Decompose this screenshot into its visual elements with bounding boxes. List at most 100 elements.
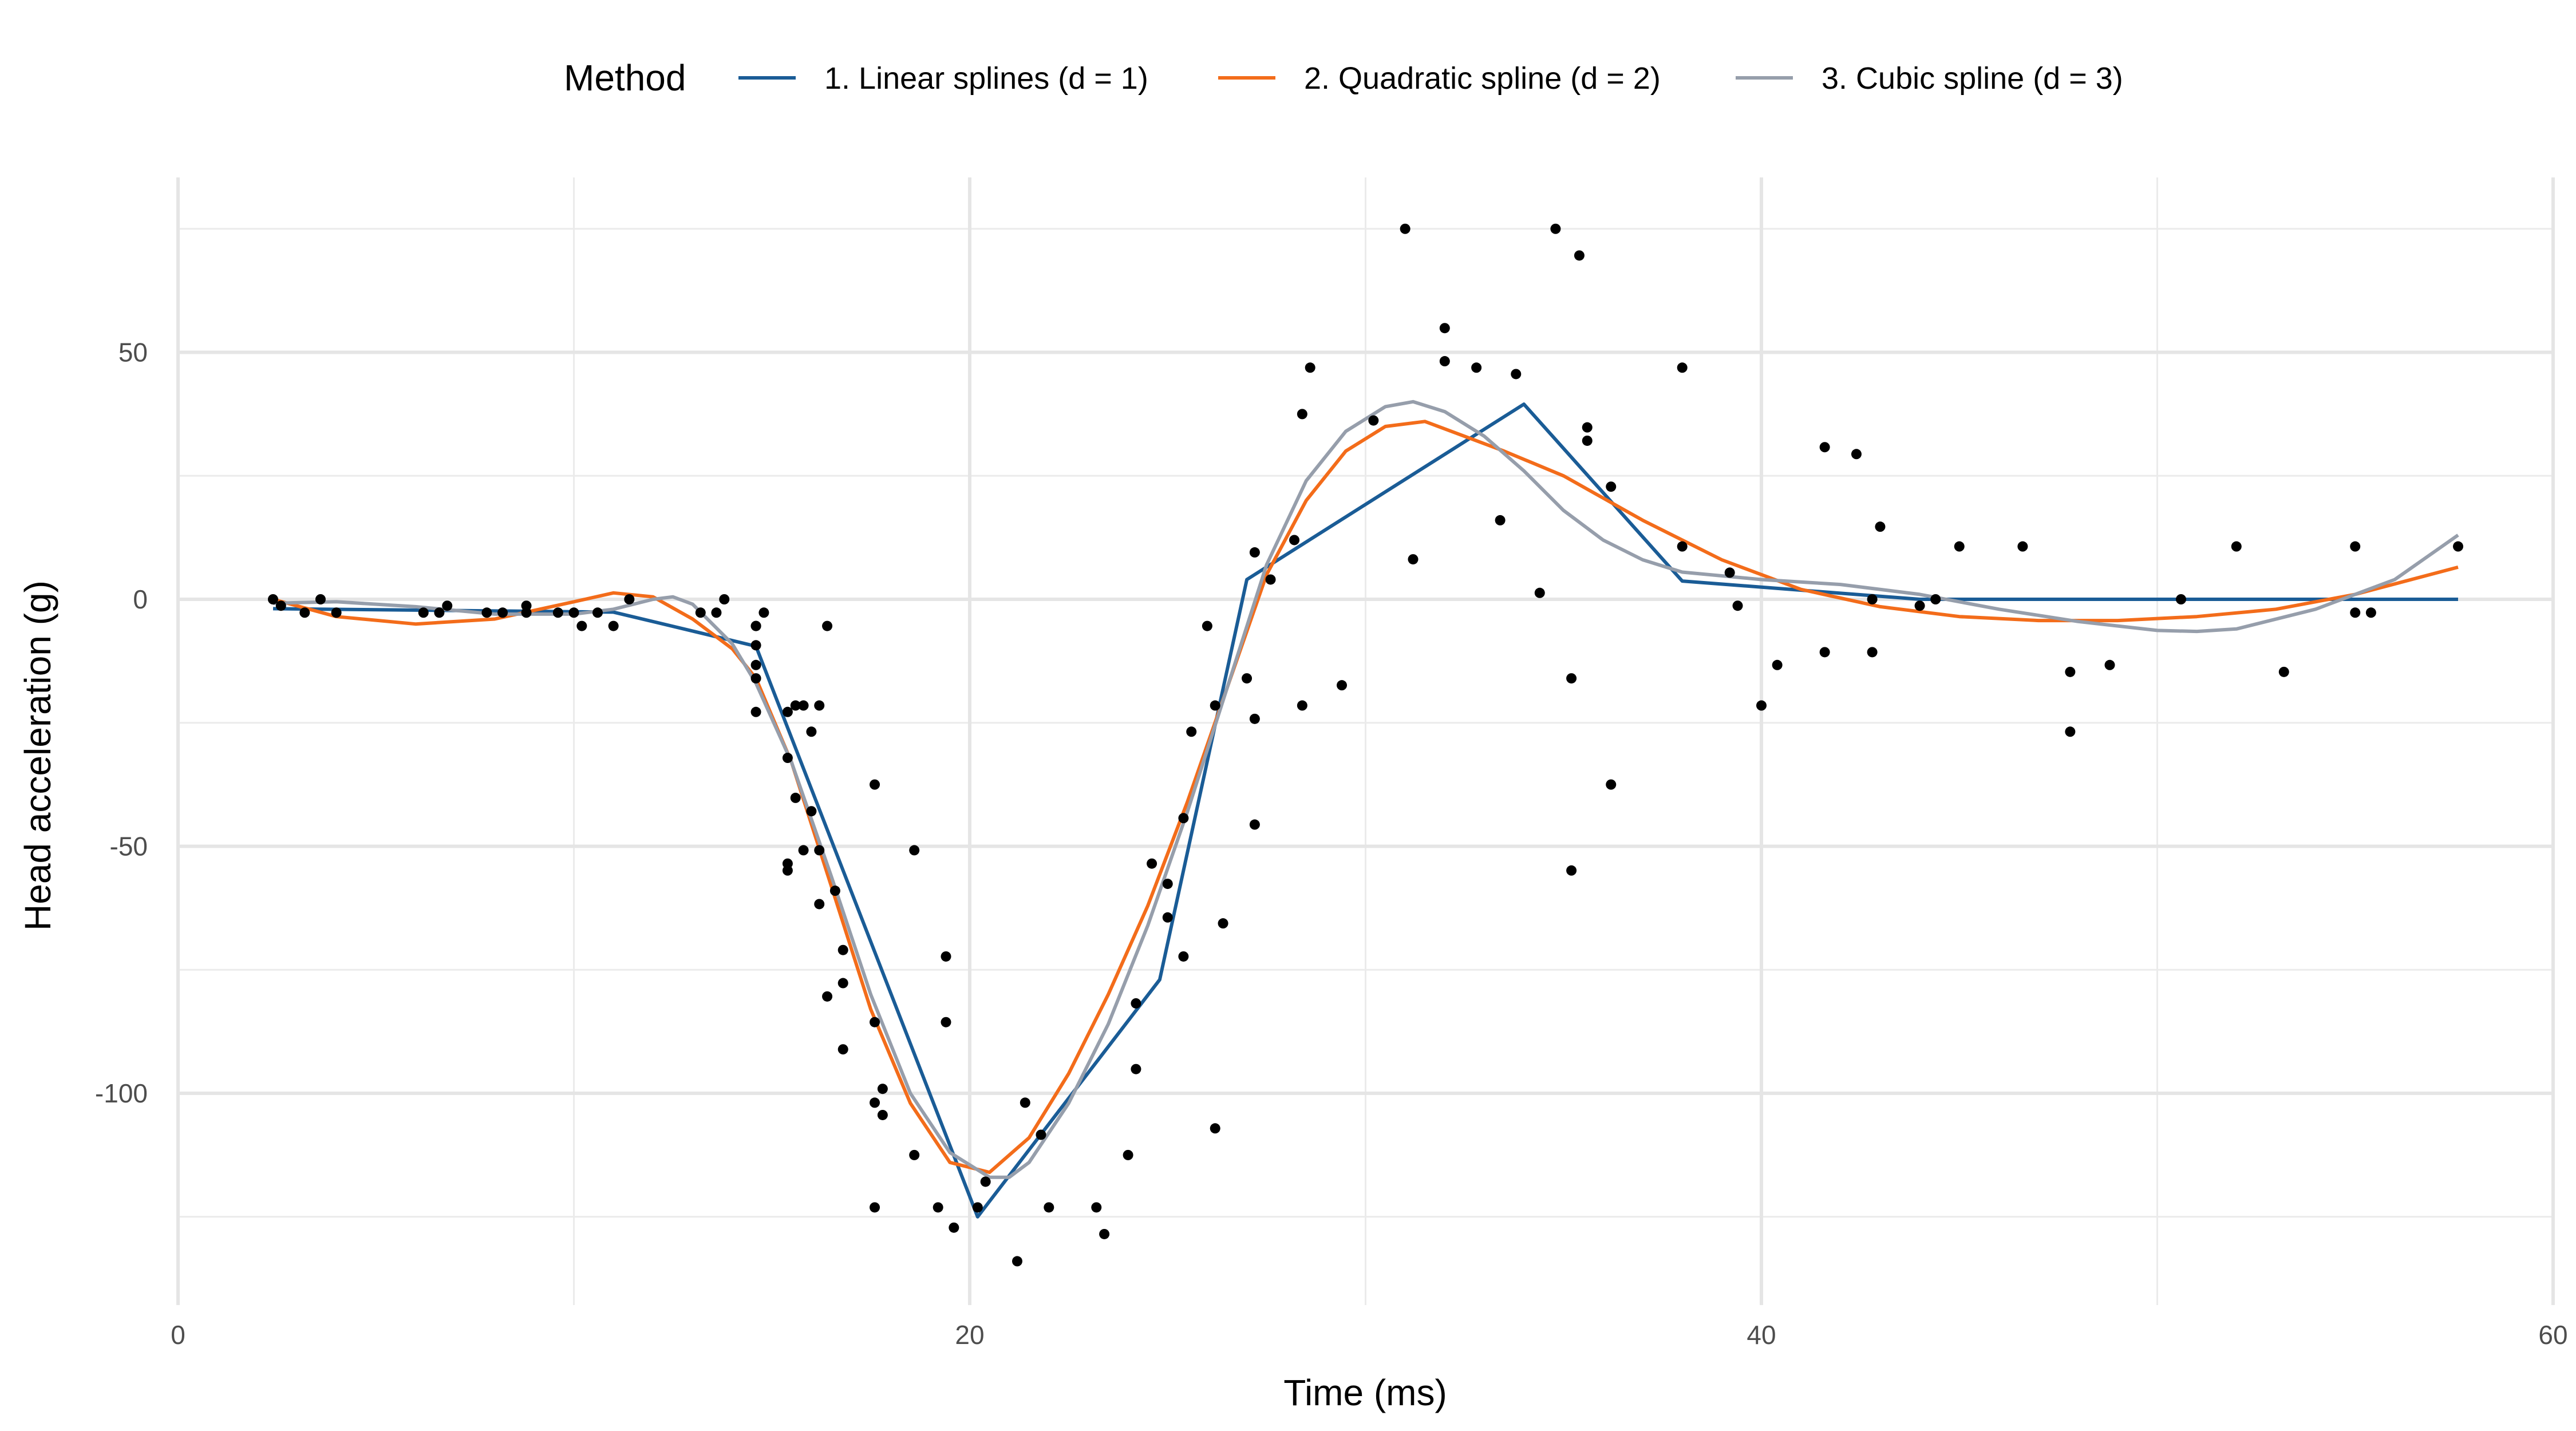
data-point: [1511, 369, 1522, 380]
y-axis-title: Head acceleration (g): [17, 580, 58, 931]
data-point: [1305, 362, 1315, 373]
data-point: [1265, 574, 1276, 585]
data-point: [1091, 1202, 1102, 1213]
data-point: [1772, 659, 1783, 670]
data-point: [750, 640, 761, 651]
y-axis-ticks: 50 0 -50 -100: [95, 338, 148, 1109]
data-point: [1297, 409, 1307, 420]
data-point: [1249, 713, 1260, 724]
data-point: [1400, 223, 1411, 234]
data-point: [758, 607, 769, 618]
data-point: [299, 607, 310, 618]
data-point: [552, 607, 563, 618]
data-point: [2278, 666, 2289, 677]
data-point: [2104, 659, 2115, 670]
data-point: [624, 594, 635, 604]
data-point: [1020, 1097, 1030, 1108]
data-point: [1439, 323, 1450, 334]
data-point: [1099, 1228, 1110, 1239]
data-point: [1249, 547, 1260, 558]
data-point: [806, 806, 817, 817]
data-point: [1162, 879, 1173, 890]
data-point: [782, 865, 793, 876]
data-point: [1337, 680, 1348, 691]
data-point: [1851, 449, 1862, 460]
legend-title: Method: [564, 57, 686, 98]
data-point: [822, 620, 833, 631]
data-point: [1867, 647, 1878, 658]
data-point: [1242, 673, 1253, 684]
data-point: [315, 594, 326, 604]
data-point: [837, 944, 848, 955]
data-point: [2365, 607, 2376, 618]
x-tick-label: 20: [955, 1320, 984, 1350]
legend-label-linear: 1. Linear splines (d = 1): [824, 61, 1148, 96]
legend-entry-linear[interactable]: 1. Linear splines (d = 1): [738, 61, 1148, 96]
data-point: [1210, 700, 1220, 711]
data-point: [1147, 858, 1157, 869]
y-tick-label: -100: [95, 1078, 148, 1108]
data-point: [1566, 865, 1577, 876]
data-point: [1582, 422, 1593, 433]
data-point: [1495, 515, 1506, 525]
data-point: [1131, 998, 1141, 1009]
legend-label-quadratic: 2. Quadratic spline (d = 2): [1304, 61, 1661, 96]
grid-minor: [178, 177, 2553, 1305]
legend-entry-cubic[interactable]: 3. Cubic spline (d = 3): [1736, 61, 2123, 96]
data-point: [1819, 647, 1830, 658]
data-point: [1210, 1123, 1220, 1134]
data-point: [933, 1202, 943, 1213]
data-point: [2175, 594, 2186, 604]
data-point: [1178, 951, 1189, 962]
data-point: [481, 607, 492, 618]
data-point: [1249, 819, 1260, 830]
data-point: [949, 1222, 959, 1233]
data-point: [870, 1097, 880, 1108]
data-point: [1606, 481, 1617, 492]
data-point: [568, 607, 579, 618]
x-axis-ticks: 0 20 40 60: [171, 1320, 2567, 1350]
data-point: [1582, 435, 1593, 446]
data-point: [814, 845, 825, 856]
x-axis-title: Time (ms): [1283, 1372, 1447, 1413]
points-layer: [267, 223, 2464, 1267]
x-tick-label: 0: [171, 1320, 185, 1350]
data-point: [1408, 554, 1419, 565]
y-tick-label: 50: [118, 338, 148, 367]
legend-label-cubic: 3. Cubic spline (d = 3): [1822, 61, 2123, 96]
data-point: [1930, 594, 1941, 604]
data-point: [790, 792, 801, 803]
data-point: [798, 845, 809, 856]
data-point: [434, 607, 445, 618]
x-tick-label: 40: [1747, 1320, 1776, 1350]
grid-major: [176, 177, 2555, 1305]
data-point: [750, 706, 761, 717]
data-point: [1566, 673, 1577, 684]
data-point: [941, 951, 951, 962]
series-quadratic-spline: [272, 420, 2459, 1175]
data-point: [1439, 356, 1450, 367]
data-point: [1819, 442, 1830, 453]
x-tick-label: 60: [2538, 1320, 2567, 1350]
data-point: [2231, 541, 2242, 552]
data-point: [1550, 223, 1561, 234]
data-point: [790, 700, 801, 711]
data-point: [2065, 666, 2076, 677]
data-point: [1368, 415, 1379, 426]
data-point: [1289, 535, 1300, 545]
data-point: [750, 620, 761, 631]
data-point: [711, 607, 722, 618]
data-point: [2453, 541, 2464, 552]
data-point: [782, 753, 793, 764]
series-layer: [272, 400, 2459, 1219]
data-point: [521, 607, 532, 618]
data-point: [870, 1017, 880, 1027]
data-point: [1867, 594, 1878, 604]
data-point: [1606, 779, 1617, 790]
data-point: [1131, 1064, 1141, 1074]
legend-entry-quadratic[interactable]: 2. Quadratic spline (d = 2): [1218, 61, 1661, 96]
data-point: [442, 600, 453, 611]
y-tick-label: 0: [133, 584, 148, 614]
data-point: [695, 607, 706, 618]
